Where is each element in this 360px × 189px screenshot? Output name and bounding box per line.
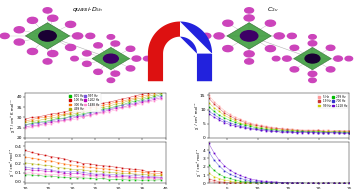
Circle shape xyxy=(305,54,320,63)
Circle shape xyxy=(94,43,102,48)
Circle shape xyxy=(82,61,91,66)
Circle shape xyxy=(334,56,342,61)
Circle shape xyxy=(273,56,280,61)
Circle shape xyxy=(27,48,37,54)
Circle shape xyxy=(126,46,135,51)
Circle shape xyxy=(14,39,24,45)
Circle shape xyxy=(287,33,296,39)
Y-axis label: χ′T / cm³ K mol⁻¹: χ′T / cm³ K mol⁻¹ xyxy=(10,99,15,132)
Circle shape xyxy=(14,27,24,33)
Circle shape xyxy=(66,44,76,50)
Circle shape xyxy=(244,15,254,21)
Circle shape xyxy=(48,51,58,57)
Circle shape xyxy=(245,8,253,13)
Circle shape xyxy=(245,59,253,64)
Circle shape xyxy=(39,31,56,41)
Circle shape xyxy=(107,35,114,39)
Circle shape xyxy=(265,46,275,52)
Circle shape xyxy=(103,54,118,63)
Circle shape xyxy=(48,15,58,21)
Circle shape xyxy=(0,33,9,39)
Circle shape xyxy=(202,33,211,39)
Circle shape xyxy=(94,69,102,74)
Polygon shape xyxy=(25,23,70,49)
Polygon shape xyxy=(294,47,331,70)
Circle shape xyxy=(290,67,299,72)
Circle shape xyxy=(27,17,37,23)
Circle shape xyxy=(309,35,316,39)
Circle shape xyxy=(132,56,141,61)
Circle shape xyxy=(144,56,151,61)
Circle shape xyxy=(43,59,52,64)
Circle shape xyxy=(308,71,317,76)
Circle shape xyxy=(126,66,135,71)
Y-axis label: χ″ / cm³ mol⁻¹: χ″ / cm³ mol⁻¹ xyxy=(9,149,14,176)
Circle shape xyxy=(43,8,52,13)
Circle shape xyxy=(73,33,83,39)
Polygon shape xyxy=(180,22,212,81)
Y-axis label: χ′ / cm³ mol⁻¹: χ′ / cm³ mol⁻¹ xyxy=(194,102,199,129)
Legend: 5 Hz, 19 Hz, 99 Hz, 299 Hz, 700 Hz, 1218 Hz: 5 Hz, 19 Hz, 99 Hz, 299 Hz, 700 Hz, 1218… xyxy=(318,94,348,108)
Polygon shape xyxy=(148,22,180,81)
Circle shape xyxy=(214,33,224,39)
Circle shape xyxy=(265,20,275,26)
Circle shape xyxy=(223,46,233,52)
Circle shape xyxy=(82,51,91,56)
Text: quasi-$D_{5h}$: quasi-$D_{5h}$ xyxy=(72,5,103,14)
Circle shape xyxy=(290,45,299,50)
Circle shape xyxy=(309,78,316,83)
Circle shape xyxy=(86,33,95,39)
Circle shape xyxy=(274,33,284,39)
Circle shape xyxy=(111,41,120,46)
Circle shape xyxy=(283,56,291,61)
Circle shape xyxy=(308,41,317,46)
Circle shape xyxy=(326,67,335,72)
Circle shape xyxy=(345,56,352,61)
Circle shape xyxy=(240,31,258,41)
Legend: 801 Hz, 100 Hz, 300 Hz, 499 Hz, 997 Hz, 1202 Hz, 1488 Hz: 801 Hz, 100 Hz, 300 Hz, 499 Hz, 997 Hz, … xyxy=(69,93,100,112)
Polygon shape xyxy=(92,47,130,70)
Circle shape xyxy=(244,51,254,57)
Circle shape xyxy=(66,21,76,27)
Circle shape xyxy=(223,20,233,26)
Text: $C_{2v}$: $C_{2v}$ xyxy=(267,5,279,14)
Polygon shape xyxy=(227,23,271,49)
Y-axis label: χ″ / cm³ mol⁻¹: χ″ / cm³ mol⁻¹ xyxy=(197,149,202,176)
Circle shape xyxy=(111,71,120,76)
Circle shape xyxy=(107,78,114,83)
Circle shape xyxy=(71,56,78,61)
Circle shape xyxy=(326,45,335,50)
